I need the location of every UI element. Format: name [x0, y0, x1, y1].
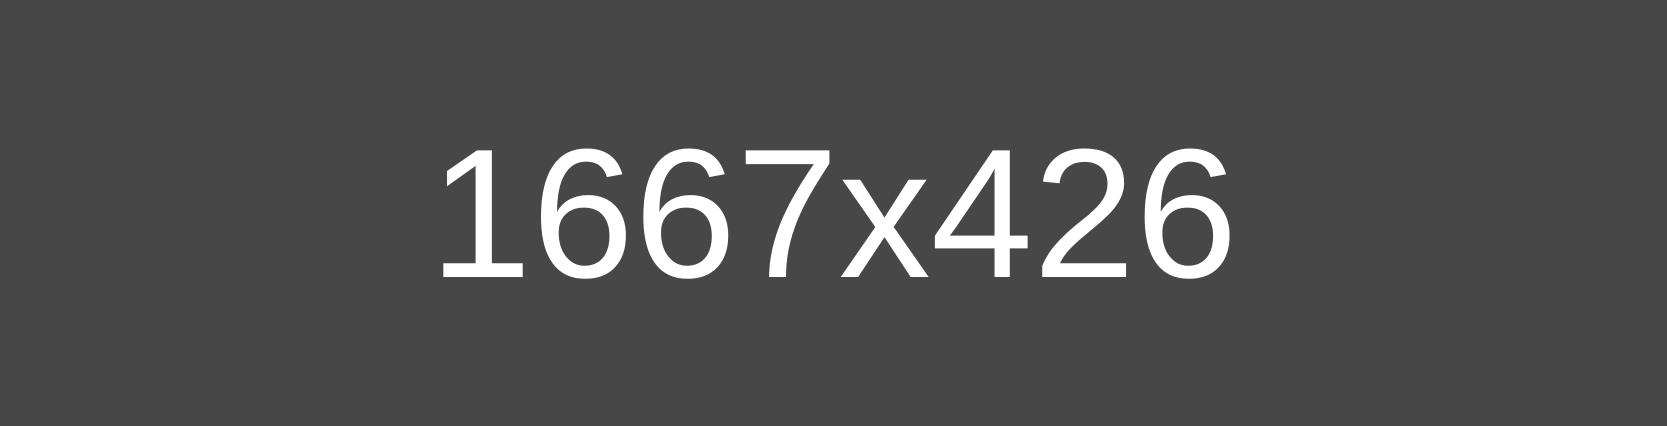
dimension-label: 1667x426	[429, 109, 1238, 316]
